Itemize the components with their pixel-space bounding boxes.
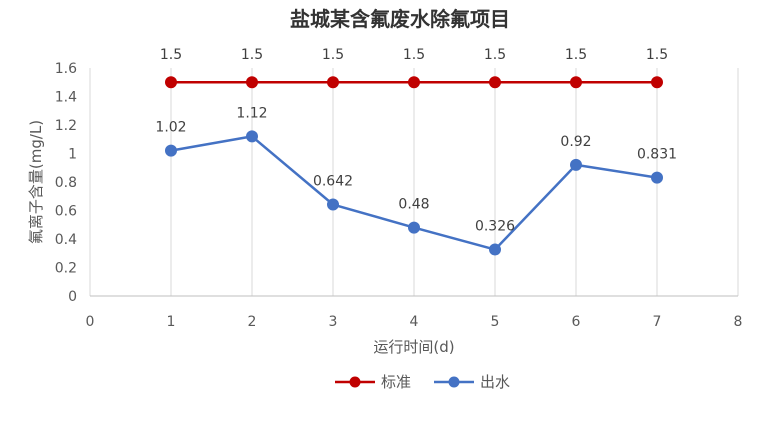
x-tick-label: 4 xyxy=(410,314,419,330)
legend: 标准 出水 xyxy=(335,373,510,391)
y-tick-label: 1 xyxy=(68,147,77,163)
x-tick-label: 8 xyxy=(734,314,743,330)
axes: 0 1 2 3 4 5 6 7 8 0 0.2 0.4 0.6 0.8 1 1.2 1.4 1.6 xyxy=(55,61,743,330)
data-labels: 1.5 1.5 1.5 1.5 1.5 1.5 1.5 1.02 1.12 0.642 0.48 0.… xyxy=(155,47,677,235)
y-tick-label: 1.2 xyxy=(55,118,77,134)
x-tick-label: 7 xyxy=(653,314,662,330)
legend-marker xyxy=(349,376,361,388)
legend-label: 出水 xyxy=(480,373,510,391)
data-point xyxy=(246,76,258,89)
data-label: 0.326 xyxy=(475,219,515,235)
x-tick-label: 1 xyxy=(167,314,176,330)
y-tick-label: 0.8 xyxy=(55,175,77,191)
data-point xyxy=(570,158,582,171)
x-tick-label: 5 xyxy=(491,314,500,330)
data-label: 1.5 xyxy=(646,47,668,63)
x-tick-label: 2 xyxy=(248,314,257,330)
data-point xyxy=(408,221,420,234)
data-point xyxy=(651,171,663,184)
data-label: 0.92 xyxy=(560,134,591,150)
data-point xyxy=(570,76,582,89)
data-point xyxy=(165,76,177,89)
data-label: 1.5 xyxy=(160,47,182,63)
data-label: 1.12 xyxy=(236,105,267,121)
data-point xyxy=(327,198,339,211)
data-label: 1.5 xyxy=(484,47,506,63)
legend-marker xyxy=(448,376,460,388)
data-label: 1.5 xyxy=(565,47,587,63)
data-label: 1.5 xyxy=(403,47,425,63)
legend-label: 标准 xyxy=(381,373,411,391)
chart-title: 盐城某含氟废水除氟项目 xyxy=(290,7,510,31)
data-point xyxy=(246,130,258,143)
x-tick-label: 6 xyxy=(572,314,581,330)
data-label: 0.831 xyxy=(637,147,677,163)
y-tick-label: 0.2 xyxy=(55,261,77,277)
y-tick-label: 1.4 xyxy=(55,90,77,106)
data-label: 1.5 xyxy=(241,47,263,63)
data-label: 0.642 xyxy=(313,174,353,190)
series xyxy=(165,76,663,256)
y-axis-label: 氟离子含量(mg/L) xyxy=(27,120,45,244)
y-tick-label: 1.6 xyxy=(55,61,77,77)
x-axis-label: 运行时间(d) xyxy=(373,338,454,356)
y-tick-label: 0.4 xyxy=(55,232,77,248)
grid xyxy=(89,68,739,296)
y-tick-label: 0 xyxy=(68,289,77,305)
data-point xyxy=(651,76,663,89)
data-point xyxy=(489,243,501,256)
data-label: 1.02 xyxy=(155,120,186,136)
y-tick-label: 0.6 xyxy=(55,204,77,220)
data-point xyxy=(165,144,177,157)
data-point xyxy=(489,76,501,89)
x-tick-label: 3 xyxy=(329,314,338,330)
data-label: 1.5 xyxy=(322,47,344,63)
x-tick-label: 0 xyxy=(86,314,95,330)
data-label: 0.48 xyxy=(398,197,429,213)
data-point xyxy=(408,76,420,89)
data-point xyxy=(327,76,339,89)
